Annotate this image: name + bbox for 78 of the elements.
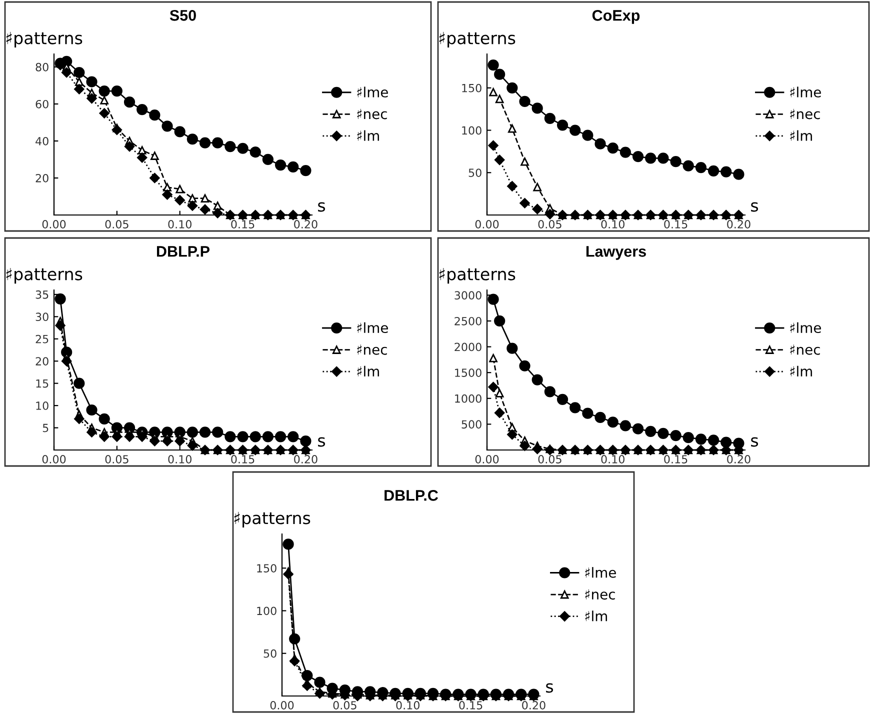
y-tick-label: 80 xyxy=(36,62,48,72)
y-tick-label: 150 xyxy=(257,564,276,572)
x-tick-label: 0.15 xyxy=(664,220,688,228)
y-axis-title: ♯patterns xyxy=(234,512,310,528)
y-tick-label: 20 xyxy=(36,357,48,366)
legend-label: ♯lme xyxy=(790,86,821,98)
x-axis-title: s xyxy=(318,202,326,212)
y-tick-label: 15 xyxy=(36,379,48,388)
legend-label: ♯lm xyxy=(790,130,812,141)
x-tick-label: 0.10 xyxy=(601,220,624,228)
y-axis-title: ♯patterns xyxy=(6,268,82,284)
x-tick-label: 0.20 xyxy=(294,220,318,228)
x-tick-label: 0.00 xyxy=(42,220,66,228)
legend-label: ♯nec xyxy=(790,344,820,355)
y-tick-label: 1000 xyxy=(455,394,482,403)
x-tick-label: 0.15 xyxy=(231,220,254,228)
y-tick-label: 30 xyxy=(36,312,48,322)
x-tick-label: 0.05 xyxy=(333,701,356,710)
y-tick-label: 100 xyxy=(462,126,482,135)
chart-title: DBLP.P xyxy=(156,246,210,257)
x-axis-title: s xyxy=(751,437,758,447)
legend-label: ♯lme xyxy=(790,322,821,334)
legend-label: ♯lm xyxy=(790,366,812,376)
x-tick-label: 0.05 xyxy=(538,455,562,464)
y-tick-label: 5 xyxy=(42,424,48,432)
y-tick-label: 25 xyxy=(36,334,48,344)
y-tick-label: 100 xyxy=(257,606,276,616)
legend-label: ♯lme xyxy=(585,567,616,578)
y-tick-label: 2000 xyxy=(454,342,482,352)
x-tick-label: 0.10 xyxy=(168,455,192,464)
y-tick-label: 40 xyxy=(36,136,48,146)
y-axis-title: ♯patterns xyxy=(439,268,516,284)
x-tick-label: 0.20 xyxy=(727,220,750,228)
x-axis-title: s xyxy=(318,437,326,447)
x-axis-title: s xyxy=(751,202,758,212)
x-tick-label: 0.10 xyxy=(168,220,192,228)
x-tick-label: 0.00 xyxy=(475,455,499,464)
x-tick-label: 0.15 xyxy=(459,701,482,710)
x-tick-label: 0.05 xyxy=(105,220,128,228)
y-axis-title: ♯patterns xyxy=(439,32,516,48)
y-tick-label: 150 xyxy=(462,84,482,92)
x-tick-label: 0.05 xyxy=(538,220,562,228)
y-tick-label: 50 xyxy=(264,649,276,658)
x-tick-label: 0.20 xyxy=(294,455,318,464)
y-axis-title: ♯patterns xyxy=(6,32,82,48)
y-tick-label: 2500 xyxy=(454,316,482,326)
y-tick-label: 500 xyxy=(462,420,482,429)
chart-title: Lawyers xyxy=(586,246,646,260)
y-tick-label: 20 xyxy=(36,174,48,182)
y-tick-label: 1500 xyxy=(455,368,482,377)
x-tick-label: 0.20 xyxy=(522,701,546,710)
y-tick-label: 50 xyxy=(468,168,482,178)
legend-label: ♯lm xyxy=(585,610,607,622)
y-tick-label: 60 xyxy=(36,100,48,108)
x-tick-label: 0.15 xyxy=(231,455,254,464)
legend-label: ♯lm xyxy=(357,366,379,376)
x-tick-label: 0.05 xyxy=(105,455,128,464)
legend-label: ♯nec xyxy=(790,108,820,120)
legend-label: ♯lm xyxy=(357,130,379,141)
legend-label: ♯nec xyxy=(585,589,615,600)
chart-title: S50 xyxy=(170,10,196,21)
legend-label: ♯nec xyxy=(357,344,387,355)
legend-label: ♯nec xyxy=(357,108,387,120)
x-tick-label: 0.00 xyxy=(475,220,499,228)
chart-title: DBLP.C xyxy=(384,490,438,501)
x-tick-label: 0.00 xyxy=(270,701,294,710)
legend-label: ♯lme xyxy=(357,322,388,334)
x-tick-label: 0.10 xyxy=(601,455,624,464)
x-axis-title: s xyxy=(546,683,554,693)
y-tick-label: 3000 xyxy=(454,291,482,300)
x-tick-label: 0.20 xyxy=(727,455,750,464)
y-tick-label: 35 xyxy=(36,290,48,299)
x-tick-label: 0.15 xyxy=(664,455,688,464)
legend-label: ♯lme xyxy=(357,86,388,98)
x-tick-label: 0.10 xyxy=(396,701,420,710)
chart-title: CoExp xyxy=(592,10,640,24)
x-tick-label: 0.00 xyxy=(42,455,66,464)
y-tick-label: 10 xyxy=(36,402,48,410)
